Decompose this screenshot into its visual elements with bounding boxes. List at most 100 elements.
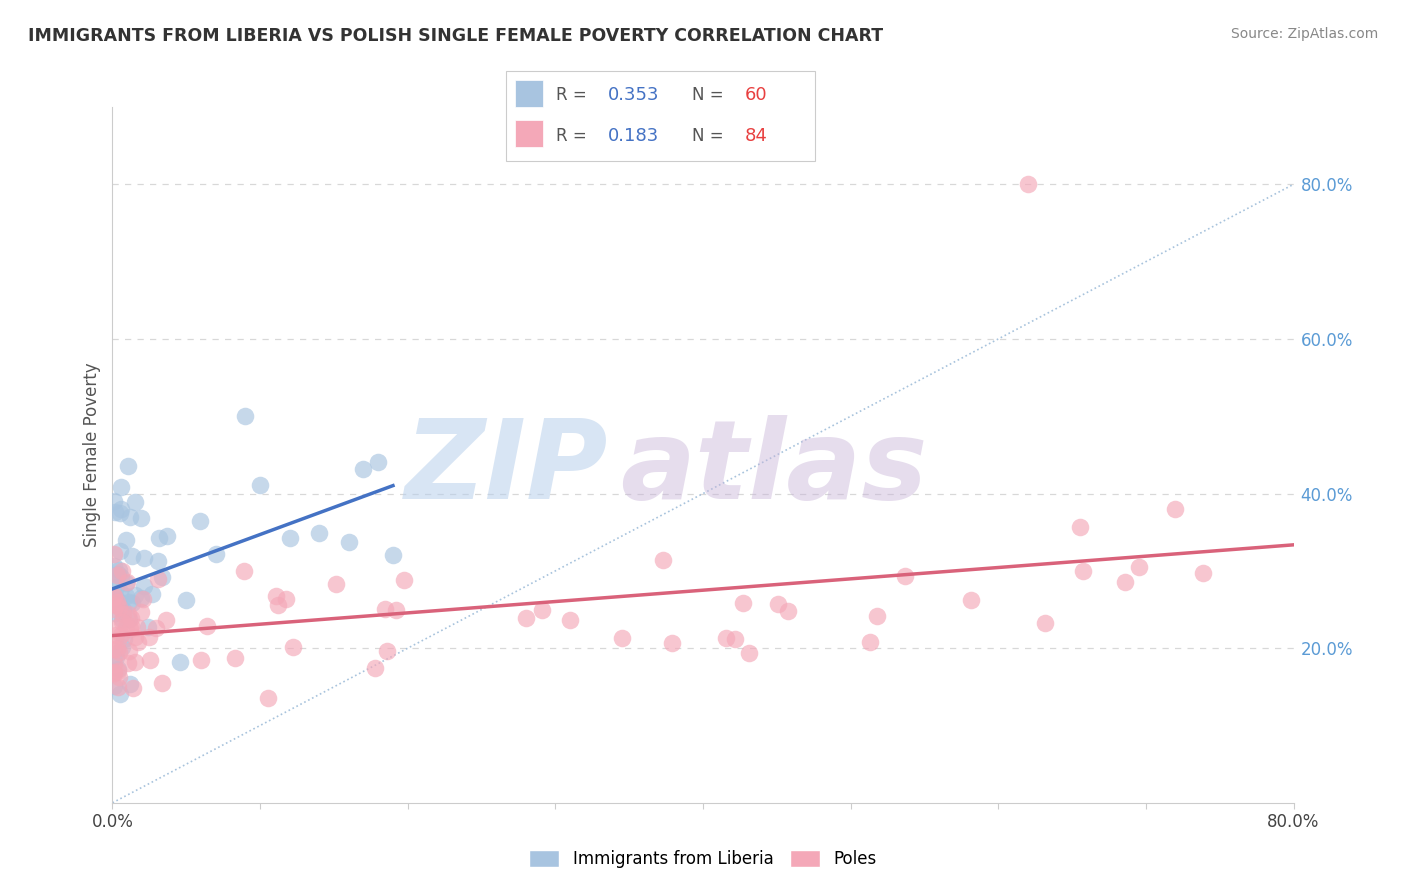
Point (894, 568, 917, 582)
Point (148, 572, 170, 586)
Point (274, 592, 297, 607)
Point (112, 603, 135, 617)
Point (132, 579, 155, 593)
Point (384, 603, 406, 617)
Point (108, 645, 131, 659)
Point (104, 606, 127, 620)
Text: 0.183: 0.183 (609, 127, 659, 145)
Point (111, 607, 134, 621)
Point (661, 636, 683, 650)
Point (141, 587, 163, 601)
Point (103, 590, 125, 604)
Point (124, 495, 146, 509)
Point (105, 595, 128, 609)
Point (364, 661, 387, 675)
Point (174, 592, 197, 607)
Point (117, 656, 139, 670)
Point (118, 595, 141, 609)
Point (110, 564, 132, 578)
Point (233, 409, 256, 423)
Y-axis label: Single Female Poverty: Single Female Poverty (83, 363, 101, 547)
Point (112, 632, 135, 646)
Point (103, 547, 125, 561)
Point (103, 494, 125, 508)
Point (108, 506, 131, 520)
Point (195, 619, 218, 633)
Point (249, 478, 271, 492)
Point (120, 677, 142, 691)
Point (103, 589, 125, 603)
Text: 60: 60 (744, 87, 766, 104)
Point (118, 622, 141, 636)
Point (104, 505, 127, 519)
Point (108, 687, 131, 701)
Point (121, 549, 143, 563)
Point (108, 584, 131, 599)
Point (117, 459, 139, 474)
Point (127, 620, 149, 634)
Point (190, 652, 212, 666)
Point (738, 646, 761, 660)
Point (1017, 178, 1039, 192)
Point (124, 655, 146, 669)
Point (107, 595, 129, 609)
Point (110, 570, 132, 584)
Point (382, 548, 405, 562)
Point (111, 640, 134, 654)
Point (1128, 560, 1150, 574)
Point (188, 514, 211, 528)
Point (766, 597, 789, 611)
Point (103, 602, 125, 616)
Point (375, 644, 398, 658)
Point (107, 681, 129, 695)
Point (136, 620, 159, 634)
Point (107, 632, 129, 647)
FancyBboxPatch shape (516, 80, 543, 107)
Point (145, 621, 167, 635)
Point (169, 655, 191, 669)
Point (115, 575, 138, 590)
Point (232, 565, 254, 579)
Point (103, 657, 125, 671)
Point (374, 601, 396, 615)
Point (108, 564, 131, 578)
Point (121, 681, 143, 696)
Text: R =: R = (555, 87, 592, 104)
Point (530, 603, 553, 617)
FancyBboxPatch shape (516, 120, 543, 147)
Point (138, 653, 160, 667)
Point (105, 580, 128, 594)
Point (367, 454, 389, 468)
Point (278, 532, 301, 546)
Point (132, 591, 155, 606)
Point (960, 593, 983, 607)
Point (121, 596, 143, 610)
Text: 0.353: 0.353 (609, 87, 659, 104)
Point (224, 651, 246, 665)
Point (107, 566, 129, 581)
Text: Source: ZipAtlas.com: Source: ZipAtlas.com (1230, 27, 1378, 41)
Point (325, 576, 347, 591)
Point (724, 632, 747, 646)
Point (264, 589, 287, 603)
Text: R =: R = (555, 127, 592, 145)
Point (257, 690, 280, 705)
FancyBboxPatch shape (506, 71, 815, 161)
Point (107, 670, 129, 684)
Point (352, 461, 374, 475)
Point (105, 591, 128, 605)
Point (120, 611, 142, 625)
Point (103, 559, 125, 574)
Point (129, 605, 152, 619)
Point (124, 588, 146, 602)
Point (110, 480, 132, 494)
Point (127, 634, 149, 648)
Point (155, 614, 177, 628)
Point (866, 608, 889, 623)
Point (103, 642, 125, 657)
Point (859, 635, 882, 649)
Point (612, 631, 634, 645)
Point (146, 553, 169, 567)
Point (114, 575, 136, 590)
Point (120, 619, 142, 633)
